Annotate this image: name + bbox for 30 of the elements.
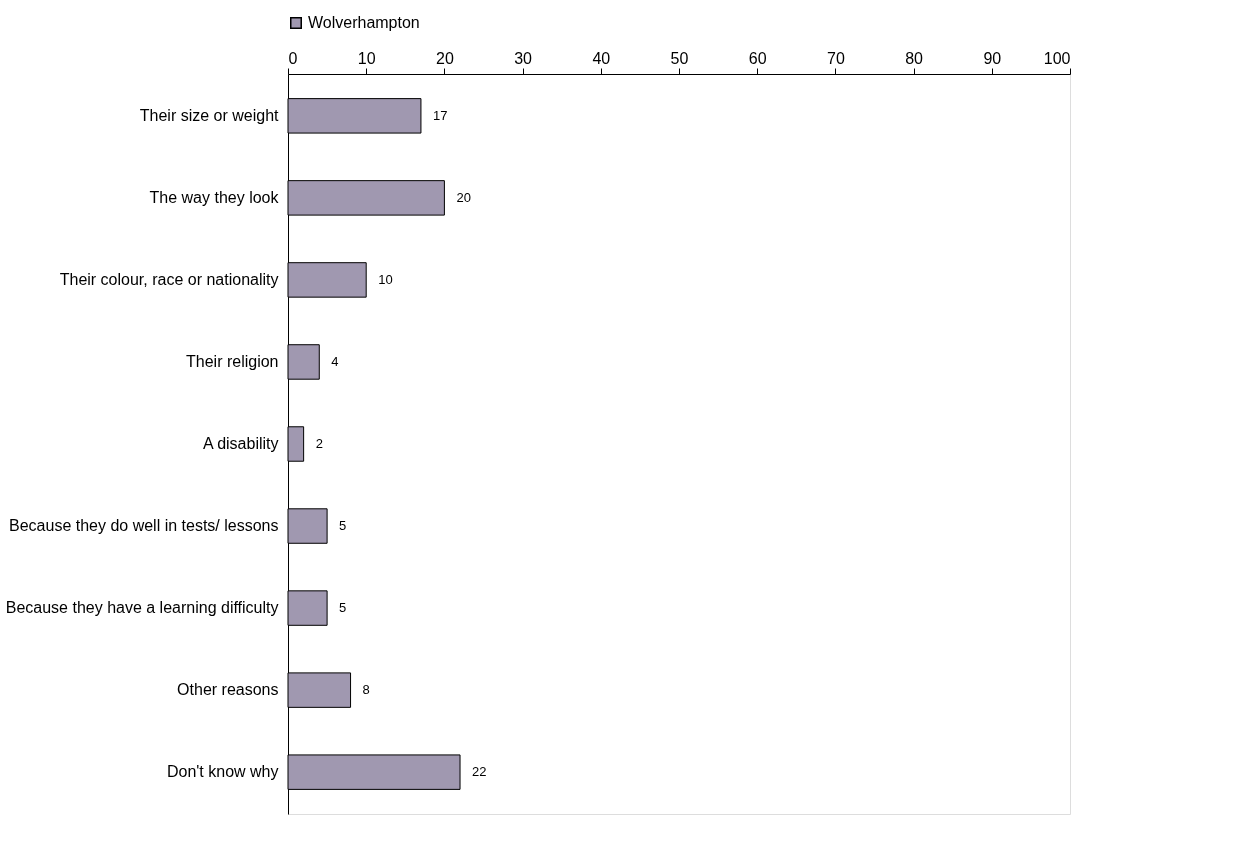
x-tick-label: 80 bbox=[905, 49, 924, 67]
y-tick-label: Don't know why bbox=[166, 763, 279, 781]
legend-label: Wolverhampton bbox=[308, 14, 420, 31]
x-tick-label: 20 bbox=[436, 49, 454, 67]
data-label: 5 bbox=[339, 518, 347, 534]
x-tick-label: 40 bbox=[592, 49, 611, 67]
data-label: 4 bbox=[331, 353, 339, 369]
y-tick-label: Their religion bbox=[186, 352, 279, 370]
data-label: 8 bbox=[362, 682, 370, 698]
x-tick-label: 50 bbox=[670, 49, 689, 67]
y-tick-label: Because they have a learning difficulty bbox=[5, 599, 279, 617]
x-tick-label: 90 bbox=[983, 49, 1002, 67]
data-label: 17 bbox=[432, 107, 448, 123]
x-tick-label: 10 bbox=[357, 49, 376, 67]
y-tick-label: Their size or weight bbox=[139, 106, 280, 124]
y-tick-label: A disability bbox=[202, 435, 279, 452]
data-label: 5 bbox=[339, 600, 347, 616]
x-tick-label: 0 bbox=[288, 49, 298, 67]
x-tick-label: 60 bbox=[748, 49, 767, 67]
y-tick-label: The way they look bbox=[149, 188, 280, 206]
y-tick-label: Other reasons bbox=[177, 681, 279, 699]
data-label: 20 bbox=[456, 189, 471, 205]
y-tick-label: Their colour, race or nationality bbox=[59, 270, 279, 288]
y-tick-label: Because they do well in tests/ lessons bbox=[9, 517, 279, 535]
data-label: 22 bbox=[472, 764, 487, 780]
data-label: 2 bbox=[315, 436, 323, 451]
x-tick-label: 70 bbox=[827, 49, 845, 67]
x-tick-label: 100 bbox=[1043, 49, 1071, 67]
x-tick-label: 30 bbox=[514, 49, 533, 67]
data-label: 10 bbox=[378, 271, 393, 287]
